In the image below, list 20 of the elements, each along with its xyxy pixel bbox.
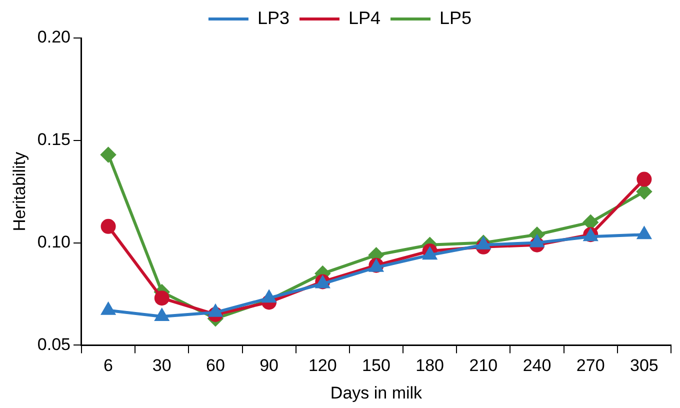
legend-label: LP3: [257, 8, 290, 28]
y-tick-label: 0.20: [37, 28, 70, 47]
x-tick-label: 180: [416, 356, 444, 376]
y-axis-title: Heritability: [10, 151, 29, 232]
x-tick-label: 60: [206, 356, 225, 376]
x-tick-label: 305: [630, 356, 658, 376]
x-tick-label: 270: [576, 356, 605, 376]
y-tick-label: 0.05: [37, 334, 70, 354]
x-tick-label: 120: [308, 356, 337, 376]
x-tick-label: 90: [260, 356, 279, 376]
x-tick-label: 150: [362, 356, 390, 376]
x-tick-label: 210: [469, 356, 498, 376]
legend-label: LP5: [440, 8, 472, 28]
legend-label: LP4: [348, 8, 381, 28]
x-tick-label: 30: [152, 356, 172, 376]
y-tick-label: 0.10: [37, 232, 70, 252]
x-axis-title: Days in milk: [330, 383, 423, 402]
y-tick-label: 0.15: [37, 130, 70, 150]
x-tick-label: 240: [522, 356, 552, 376]
x-tick-label: 6: [104, 356, 114, 376]
